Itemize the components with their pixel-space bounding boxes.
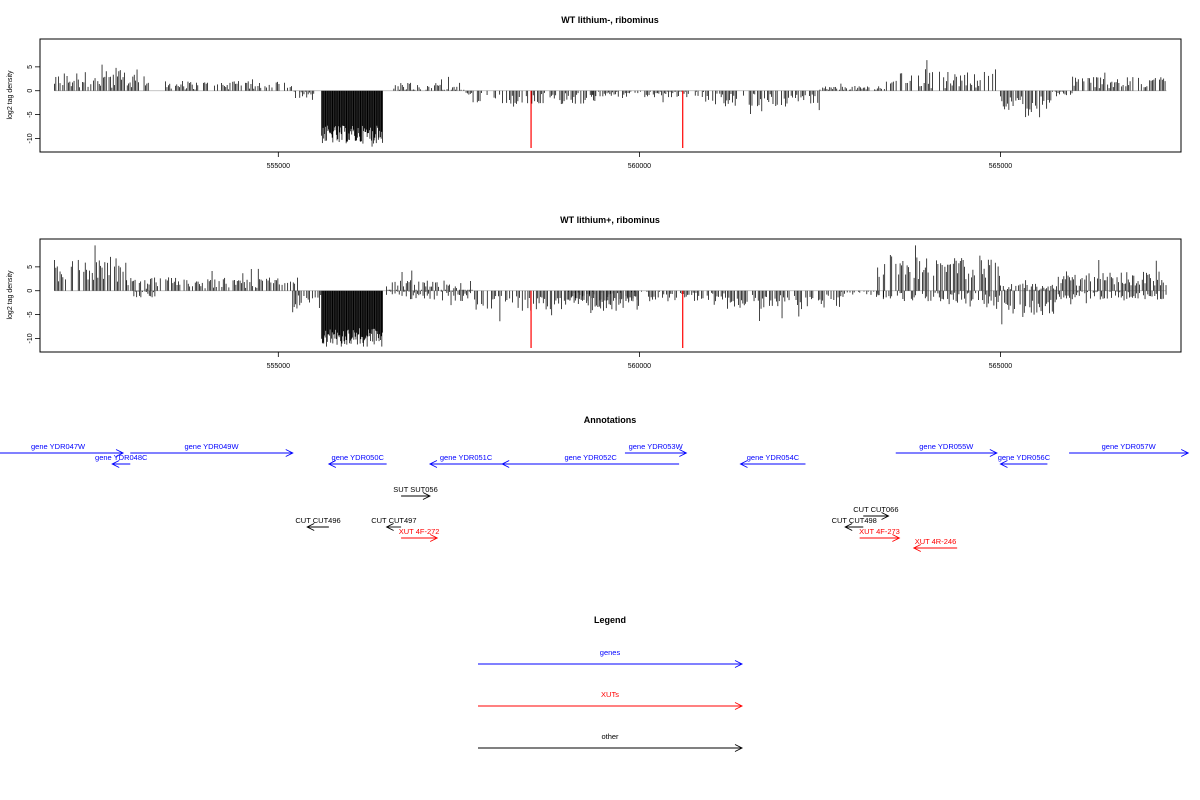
bar-series: [54, 60, 1167, 147]
annotation-feature: XUT 4F-273: [859, 527, 901, 542]
annotation-feature: gene YDR050C: [327, 453, 387, 468]
annotation-label: gene YDR053W: [629, 442, 684, 451]
legend-label: other: [601, 732, 619, 741]
annotation-feature: CUT CUT497: [371, 516, 417, 531]
annotation-label: gene YDR048C: [95, 453, 148, 462]
y-tick-label: 5: [27, 65, 34, 69]
annotation-label: XUT 4R-246: [915, 537, 957, 546]
annotation-feature: gene YDR056C: [998, 453, 1051, 468]
annotation-feature: gene YDR054C: [739, 453, 806, 468]
annotation-label: SUT SUT056: [393, 485, 437, 494]
annotation-label: gene YDR050C: [332, 453, 385, 462]
legend-title: Legend: [594, 615, 626, 625]
annotation-feature: XUT 4R-246: [912, 537, 958, 552]
y-tick-label: -10: [27, 333, 34, 343]
annotation-feature: CUT CUT496: [295, 516, 341, 531]
x-tick-label: 565000: [989, 163, 1012, 170]
y-tick-label: -5: [27, 111, 34, 117]
annotation-feature: gene YDR051C: [428, 453, 503, 468]
annotation-feature: CUT CUT498: [832, 516, 877, 531]
y-axis-label: log2 tag density: [7, 270, 14, 320]
y-axis-label: log2 tag density: [7, 70, 14, 120]
y-tick-label: 5: [27, 265, 34, 269]
legend-label: genes: [600, 648, 621, 657]
y-axis: -10 -5 0 5: [27, 65, 41, 144]
annotation-label: XUT 4F-272: [399, 527, 440, 536]
x-tick-label: 560000: [628, 363, 651, 370]
annotation-label: gene YDR054C: [747, 453, 800, 462]
chart-title: WT lithium+, ribominus: [560, 215, 660, 225]
x-tick-label: 555000: [267, 363, 290, 370]
legend: Legend genes XUTs other: [478, 615, 744, 752]
legend-items: genes XUTs other: [478, 648, 744, 752]
annotation-label: gene YDR055W: [919, 442, 974, 451]
legend-item: XUTs: [478, 690, 744, 710]
highlight-markers: [530, 290, 684, 348]
legend-item: other: [478, 732, 744, 752]
annotation-label: XUT 4F-273: [859, 527, 900, 536]
y-tick-label: 0: [27, 89, 34, 93]
legend-label: XUTs: [601, 690, 619, 699]
chart-panel-lithium-minus: WT lithium-, ribominus log2 tag density …: [7, 15, 1182, 170]
bar-series: [54, 245, 1167, 347]
annotation-label: CUT CUT496: [295, 516, 340, 525]
annotation-feature: XUT 4F-272: [399, 527, 440, 542]
legend-item: genes: [478, 648, 744, 668]
x-axis: 555000 560000 565000: [267, 151, 1012, 170]
annotation-label: CUT CUT497: [371, 516, 416, 525]
annotation-features: gene YDR047W gene YDR048C gene YDR049W gene…: [0, 442, 1190, 552]
annotation-feature: gene YDR049W: [130, 442, 294, 457]
y-axis: -10 -5 0 5: [27, 265, 41, 344]
annotation-feature: SUT SUT056: [393, 485, 438, 500]
chart-panel-lithium-plus: WT lithium+, ribominus log2 tag density …: [7, 215, 1182, 370]
chart-title: WT lithium-, ribominus: [561, 15, 659, 25]
x-tick-label: 555000: [267, 163, 290, 170]
annotation-label: gene YDR049W: [184, 442, 239, 451]
annotation-label: CUT CUT066: [853, 505, 898, 514]
annotation-feature: gene YDR052C: [501, 453, 680, 468]
annotation-feature: gene YDR048C: [95, 453, 148, 468]
x-tick-label: 560000: [628, 163, 651, 170]
annotation-feature: gene YDR047W: [0, 442, 125, 457]
annotation-feature: gene YDR053W: [624, 442, 688, 457]
annotation-label: gene YDR047W: [31, 442, 86, 451]
annotation-label: gene YDR052C: [564, 453, 617, 462]
x-tick-label: 565000: [989, 363, 1012, 370]
annotation-label: CUT CUT498: [832, 516, 877, 525]
y-tick-label: -10: [27, 133, 34, 143]
y-tick-label: -5: [27, 311, 34, 317]
annotation-label: gene YDR056C: [998, 453, 1051, 462]
annotation-label: gene YDR051C: [440, 453, 493, 462]
x-axis: 555000 560000 565000: [267, 351, 1012, 370]
y-tick-label: 0: [27, 289, 34, 293]
annotation-label: gene YDR057W: [1102, 442, 1157, 451]
annotation-feature: CUT CUT066: [853, 505, 899, 520]
annotation-feature: gene YDR055W: [895, 442, 998, 457]
annotation-feature: gene YDR057W: [1069, 442, 1190, 457]
annotations-title: Annotations: [584, 415, 637, 425]
highlight-markers: [530, 90, 684, 148]
